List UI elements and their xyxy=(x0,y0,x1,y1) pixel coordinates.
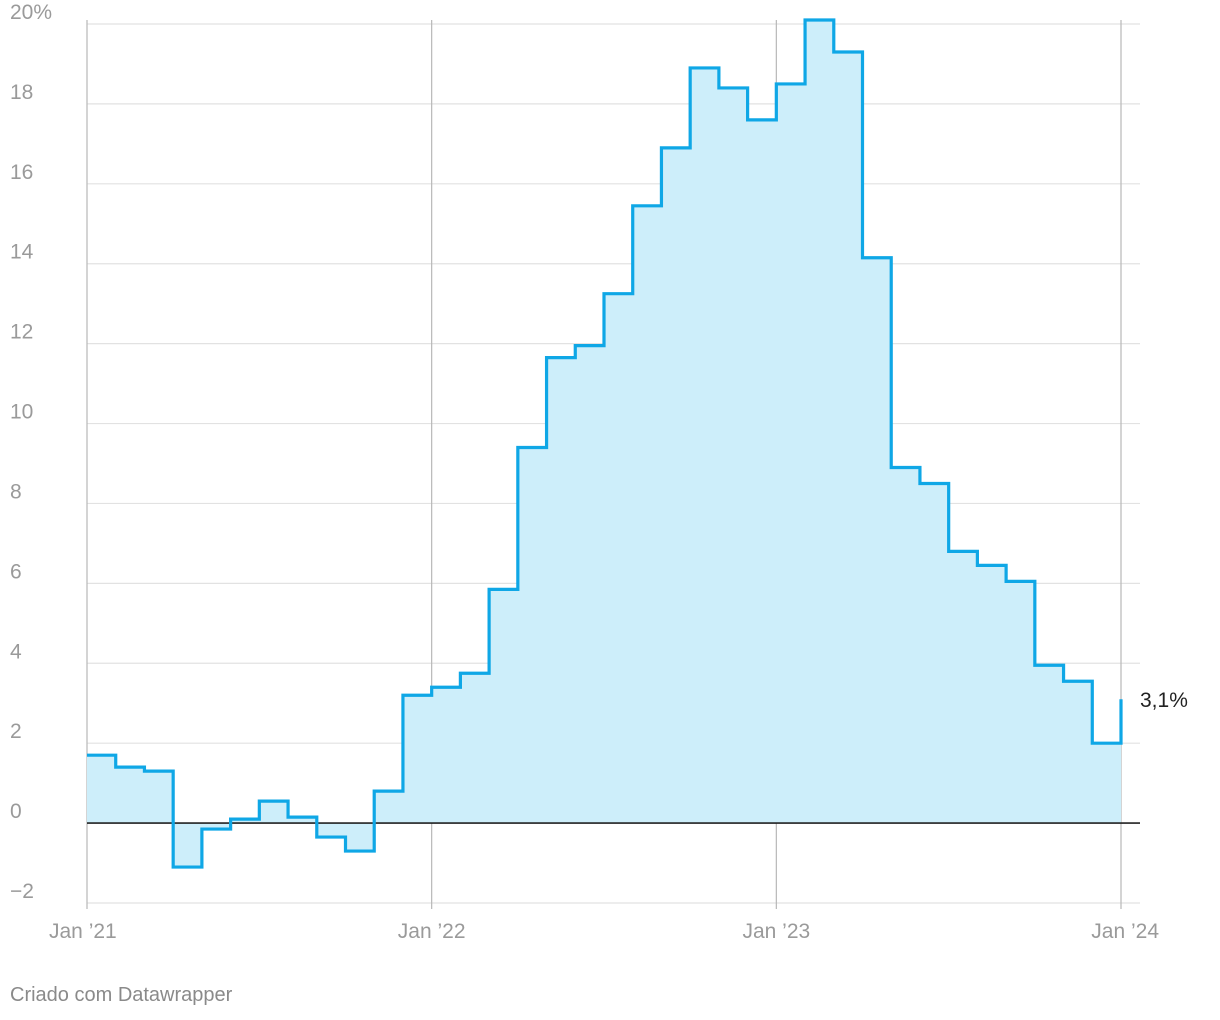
label-layer: 20% 18 16 14 12 10 8 6 4 2 0 −2 Jan ’21 Jan ’22 Jan ’2… xyxy=(10,1,1188,943)
x-tick-label: Jan ’21 xyxy=(49,920,117,943)
y-tick-label: 2 xyxy=(10,720,22,743)
y-tick-label: 18 xyxy=(10,81,33,104)
area-layer xyxy=(87,20,1121,868)
end-value-label: 3,1% xyxy=(1140,689,1188,712)
y-tick-label: −2 xyxy=(10,880,34,903)
x-tick-label: Jan ’23 xyxy=(742,920,810,943)
y-tick-label: 6 xyxy=(10,560,22,583)
series-line xyxy=(87,18,1123,869)
line-layer xyxy=(87,18,1123,869)
y-tick-label: 4 xyxy=(10,640,22,663)
step-area-chart: 20% 18 16 14 12 10 8 6 4 2 0 −2 Jan ’21 Jan ’22 Jan ’2… xyxy=(10,1,1188,943)
series-area xyxy=(87,20,1121,868)
y-tick-label: 20% xyxy=(10,1,52,24)
y-tick-label: 10 xyxy=(10,401,33,424)
credit-text: Criado com Datawrapper xyxy=(10,984,233,1006)
x-tick-label: Jan ’22 xyxy=(398,920,466,943)
y-tick-label: 12 xyxy=(10,321,33,344)
y-tick-label: 14 xyxy=(10,241,34,264)
y-tick-label: 16 xyxy=(10,161,33,184)
x-tick-label: Jan ’24 xyxy=(1091,920,1159,943)
y-tick-label: 0 xyxy=(10,800,22,823)
y-tick-label: 8 xyxy=(10,480,22,503)
